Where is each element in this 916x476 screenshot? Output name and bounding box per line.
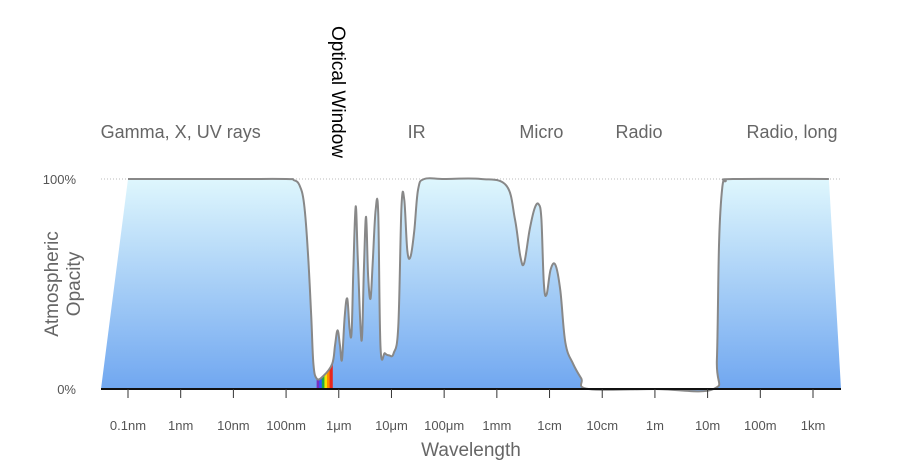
rainbow-stripe	[316, 179, 320, 389]
y-tick-label: 0%	[57, 382, 76, 397]
y-axis-title-line-1: Atmospheric	[42, 231, 63, 337]
x-tick-label: 1m	[646, 418, 664, 433]
x-tick-label: 10μm	[375, 418, 408, 433]
rainbow-stripe	[327, 179, 331, 389]
y-tick-label: 100%	[43, 172, 77, 187]
x-axis-ticks: 0.1nm 1nm 10nm 100nm 1μm 10μm 100μm 1mm 1cm 10cm 1…	[110, 389, 825, 433]
x-axis-title: Wavelength	[421, 440, 521, 461]
rainbow-stripe	[324, 179, 328, 389]
optical-window-rainbow	[316, 179, 333, 389]
rainbow-stripe	[321, 179, 325, 389]
band-label: IR	[408, 122, 426, 142]
optical-window-label: Optical Window	[327, 26, 348, 158]
rainbow-stripe	[329, 179, 333, 389]
band-labels: Gamma, X, UV rays IR Micro Radio Radio, long	[101, 122, 838, 142]
x-tick-label: 1cm	[537, 418, 562, 433]
band-label: Micro	[519, 122, 563, 142]
x-tick-label: 100m	[744, 418, 777, 433]
band-label: Radio, long	[746, 122, 837, 142]
y-axis-ticks: 0% 100%	[43, 172, 77, 397]
band-label: Radio	[616, 122, 663, 142]
x-tick-label: 1km	[801, 418, 826, 433]
band-label: Gamma, X, UV rays	[101, 122, 261, 142]
rainbow-stripe	[319, 179, 323, 389]
x-tick-label: 0.1nm	[110, 418, 146, 433]
opacity-area	[101, 178, 841, 392]
x-tick-label: 1nm	[168, 418, 193, 433]
x-tick-label: 10cm	[586, 418, 618, 433]
opacity-curve	[128, 177, 829, 393]
x-tick-label: 10nm	[217, 418, 250, 433]
x-tick-label: 100nm	[266, 418, 306, 433]
x-tick-label: 1mm	[482, 418, 511, 433]
x-tick-label: 100μm	[424, 418, 464, 433]
x-tick-label: 10m	[695, 418, 720, 433]
y-axis-title-line-2: Opacity	[64, 251, 85, 316]
x-tick-label: 1μm	[326, 418, 352, 433]
